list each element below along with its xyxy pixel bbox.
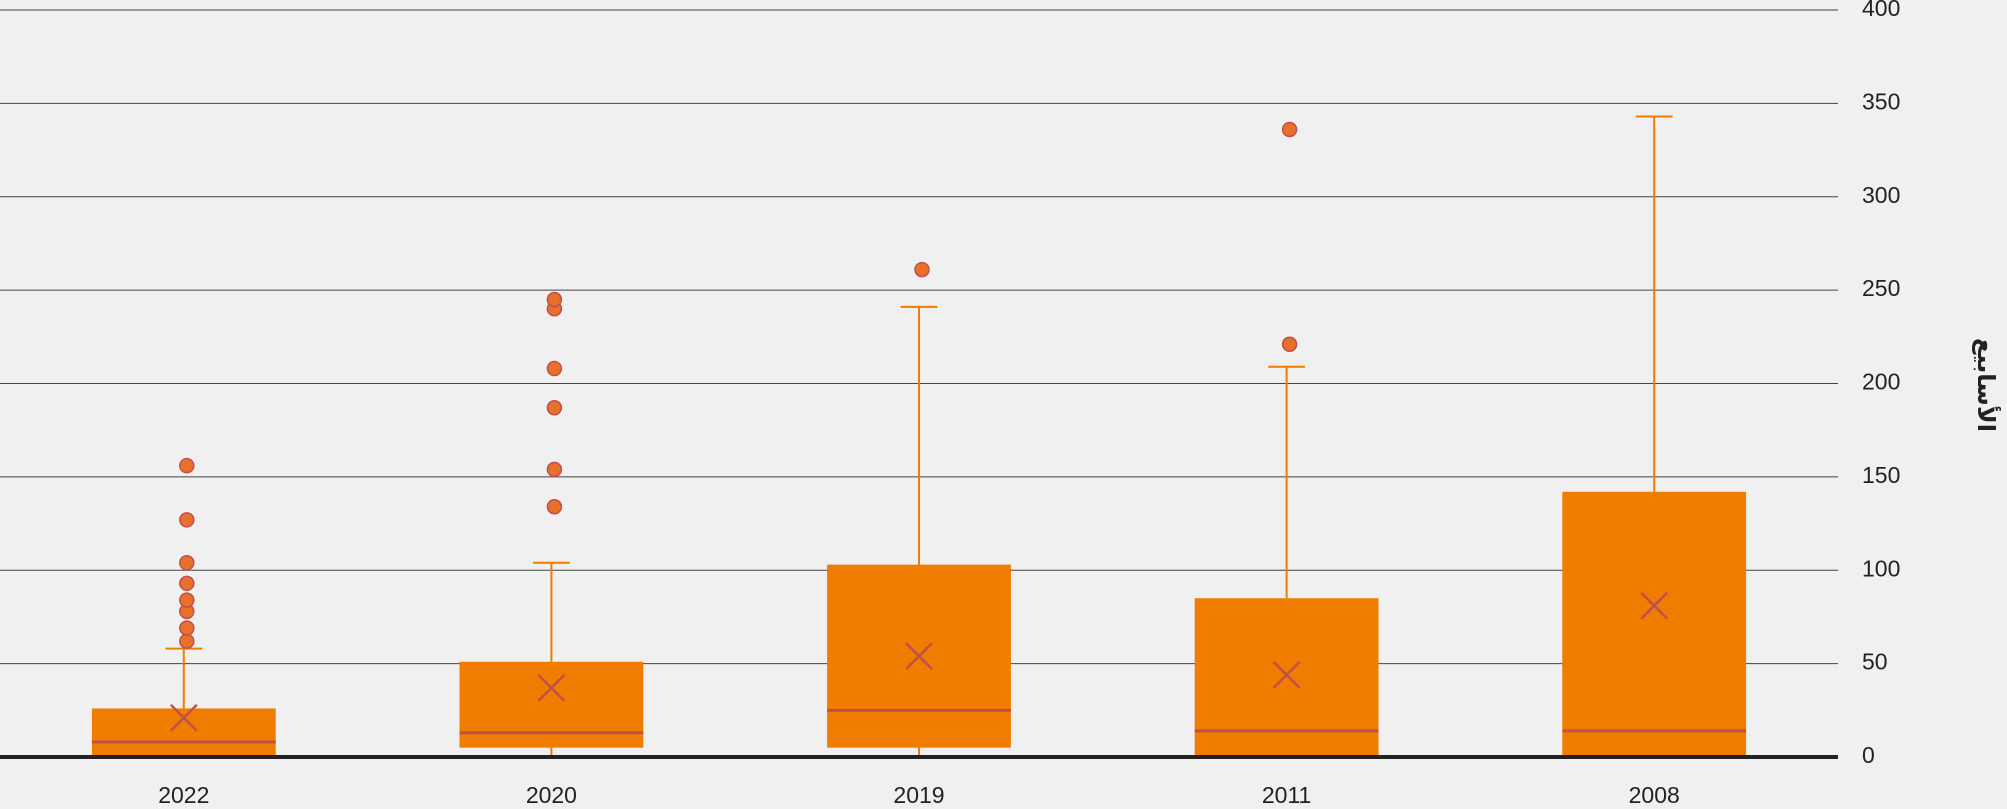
outlier: [179, 575, 195, 592]
y-tick-label: 0: [1862, 742, 1875, 768]
outlier: [546, 360, 563, 377]
mean-marker: [169, 703, 198, 732]
outlier: [1281, 336, 1298, 353]
box: [1562, 491, 1747, 756]
y-tick-label: 50: [1862, 649, 1888, 675]
outlier: [179, 512, 195, 528]
x-tick-label: 2011: [1262, 782, 1311, 808]
x-tick-label: 2022: [158, 782, 209, 808]
outlier: [179, 620, 195, 636]
box: [91, 708, 276, 756]
outlier: [914, 261, 930, 278]
y-tick-label: 300: [1862, 182, 1900, 208]
x-tick-label: 2020: [526, 782, 577, 808]
y-tick-label: 400: [1862, 0, 1900, 21]
box: [1194, 598, 1379, 756]
y-axis-label: الأسابيع: [1972, 338, 2001, 432]
outlier: [179, 592, 195, 608]
outlier: [546, 499, 563, 515]
mean-marker: [1640, 591, 1669, 620]
x-tick-label: 2019: [893, 782, 944, 808]
outlier: [546, 461, 563, 478]
y-tick-label: 150: [1862, 462, 1900, 488]
outlier: [179, 633, 195, 649]
outlier: [179, 555, 195, 571]
mean-marker: [905, 642, 933, 671]
x-tick-label: 2008: [1629, 782, 1680, 808]
outlier: [546, 400, 563, 416]
y-tick-label: 350: [1862, 88, 1900, 114]
mean-marker: [537, 674, 566, 702]
y-tick-label: 200: [1862, 369, 1900, 395]
y-tick-label: 250: [1862, 275, 1900, 301]
outlier: [546, 291, 563, 308]
outlier: [179, 457, 195, 474]
mean-marker: [1272, 660, 1301, 689]
box: [459, 661, 644, 748]
outlier: [1281, 121, 1298, 138]
y-tick-label: 100: [1862, 555, 1900, 581]
